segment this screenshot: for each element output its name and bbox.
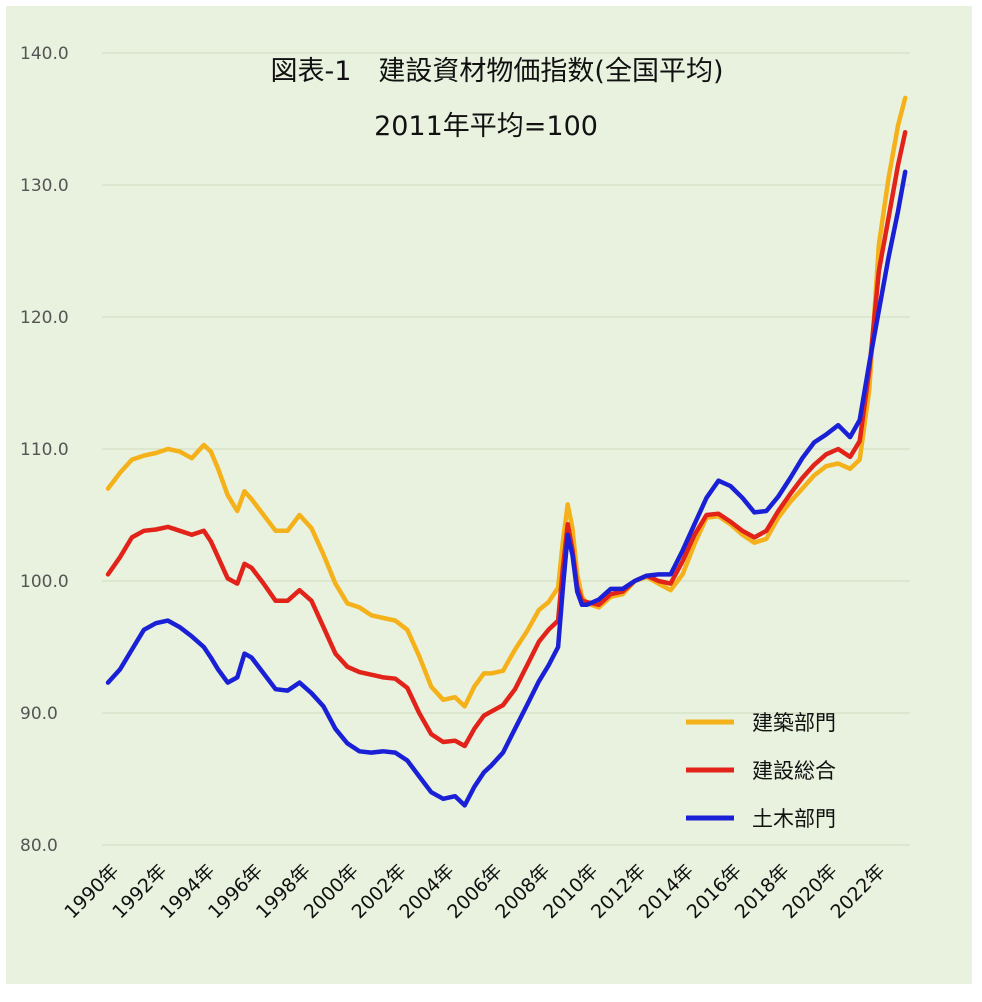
series-line-3 <box>105 169 908 808</box>
y-tick-label: 90.0 <box>20 704 58 724</box>
series-line-2 <box>105 129 908 749</box>
series-lines <box>105 95 908 808</box>
legend-label: 土木部門 <box>752 807 836 831</box>
y-tick-label: 130.0 <box>20 176 69 196</box>
series-line-1 <box>105 95 908 709</box>
legend-label: 建築部門 <box>752 711 836 735</box>
chart-subtitle: 2011年平均=100 <box>374 111 598 142</box>
y-tick-label: 100.0 <box>20 572 69 592</box>
y-tick-label: 140.0 <box>20 44 69 64</box>
y-tick-label: 110.0 <box>20 440 69 460</box>
y-tick-label: 80.0 <box>20 836 58 856</box>
y-axis-ticks: 80.0 90.0 100.0 110.0 120.0 130.0 140.0 <box>20 44 69 856</box>
chart-title: 図表-1 建設資材物価指数(全国平均) <box>271 56 724 87</box>
legend-label: 建設総合 <box>752 759 836 783</box>
y-tick-label: 120.0 <box>20 308 69 328</box>
chart-panel <box>6 6 972 984</box>
